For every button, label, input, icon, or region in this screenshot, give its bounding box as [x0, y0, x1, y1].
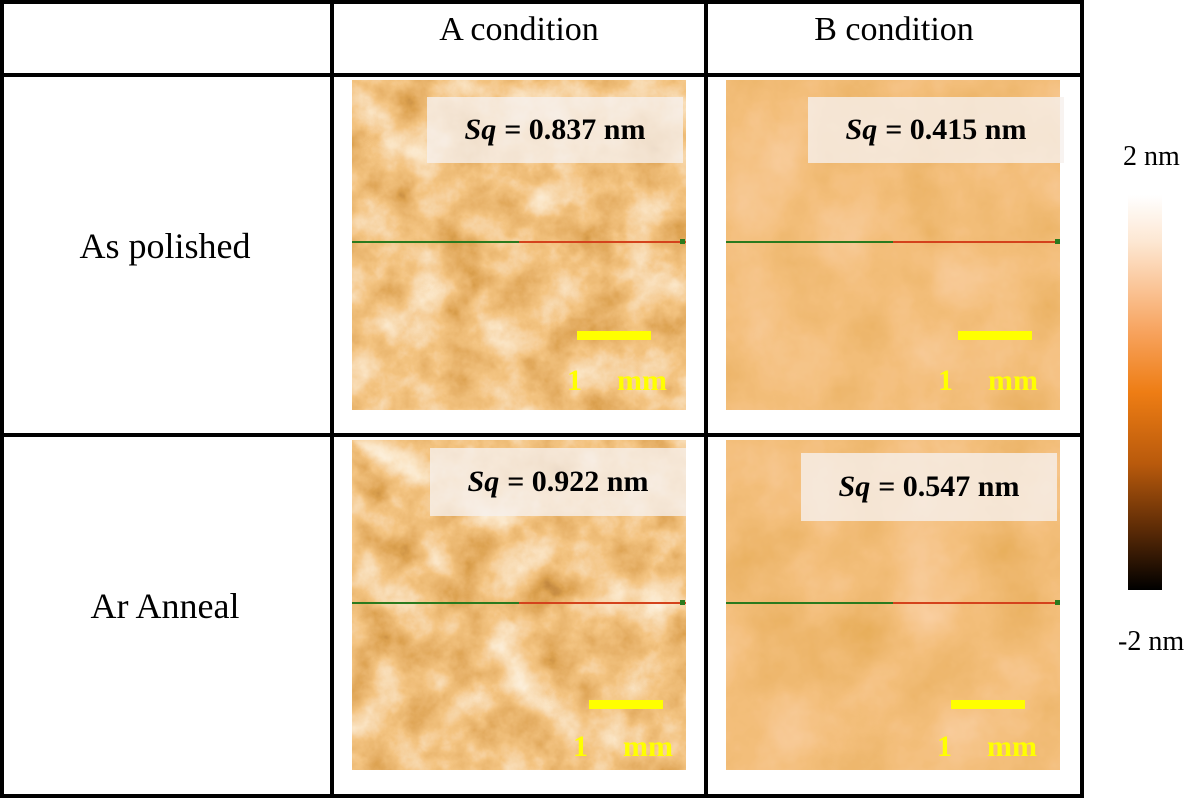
scale-bar-label: 1 mm	[567, 364, 667, 397]
profile-line	[352, 602, 686, 604]
scale-bar-label: 1 mm	[573, 730, 673, 763]
scale-bar	[951, 700, 1025, 709]
sq-label-as-polished-b: Sq = 0.415 nm	[808, 97, 1064, 163]
scale-bar	[958, 331, 1032, 340]
table-border-col2	[704, 0, 708, 798]
colorbar	[1128, 195, 1162, 590]
row-label-as-polished: As polished	[79, 226, 251, 266]
profile-line	[726, 241, 1060, 243]
table-border-col1	[330, 0, 334, 798]
table-border-header	[0, 73, 1084, 77]
sq-value: = 0.415 nm	[885, 113, 1027, 146]
column-header-b: B condition	[814, 11, 974, 48]
sq-symbol: Sq	[467, 465, 500, 498]
colorbar-min-label: -2 nm	[1118, 626, 1185, 657]
table-border-left	[0, 0, 4, 798]
table-border-right	[1080, 0, 1084, 798]
profile-marker	[680, 600, 685, 605]
colorbar-max-label: 2 nm	[1123, 141, 1180, 172]
scale-bar-label: 1 mm	[938, 364, 1038, 397]
profile-marker	[1055, 600, 1060, 605]
sq-label-ar-anneal-b: Sq = 0.547 nm	[801, 453, 1057, 521]
sq-value: = 0.547 nm	[878, 470, 1020, 503]
column-header-a: A condition	[439, 11, 599, 48]
table-border-middle	[0, 433, 1084, 437]
sq-label-ar-anneal-a: Sq = 0.922 nm	[430, 448, 686, 516]
row-label-ar-anneal: Ar Anneal	[90, 586, 240, 626]
scale-bar	[577, 331, 651, 340]
profile-line	[352, 241, 686, 243]
sq-label-as-polished-a: Sq = 0.837 nm	[427, 97, 683, 163]
sq-symbol: Sq	[838, 470, 871, 503]
table-border-top	[0, 0, 1084, 4]
scale-bar	[589, 700, 663, 709]
profile-line	[726, 602, 1060, 604]
profile-marker	[680, 239, 685, 244]
sq-value: = 0.922 nm	[507, 465, 649, 498]
sq-symbol: Sq	[845, 113, 878, 146]
scale-bar-label: 1 mm	[937, 730, 1037, 763]
sq-value: = 0.837 nm	[504, 113, 646, 146]
sq-symbol: Sq	[464, 113, 497, 146]
profile-marker	[1055, 239, 1060, 244]
table-border-bottom	[0, 794, 1084, 798]
